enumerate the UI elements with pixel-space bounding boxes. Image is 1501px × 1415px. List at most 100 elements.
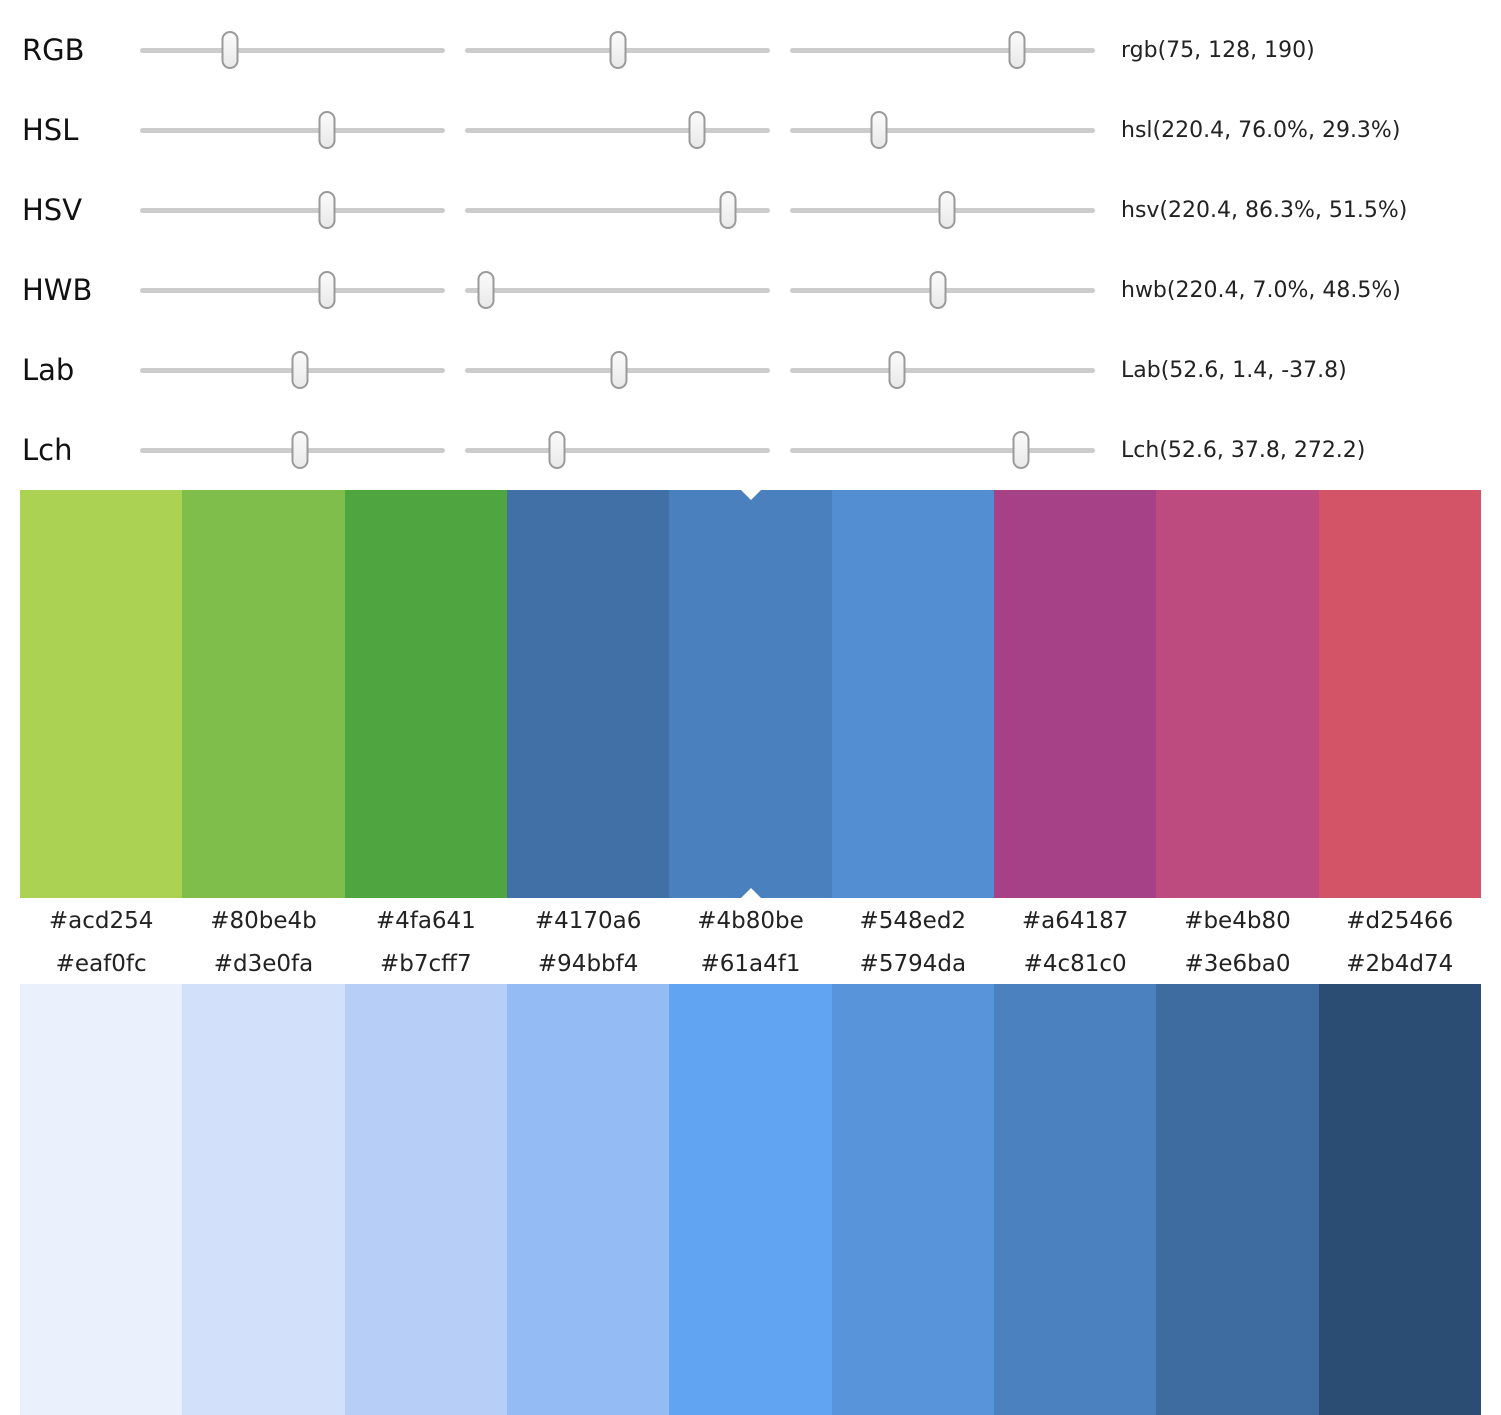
slider-thumb[interactable] bbox=[719, 191, 737, 229]
hex-label-4fa641: #4fa641 bbox=[375, 908, 476, 934]
slider-value: hsv(220.4, 86.3%, 51.5%) bbox=[1121, 197, 1408, 223]
slider-tracks bbox=[140, 111, 1095, 149]
hex-label-d25466: #d25466 bbox=[1346, 908, 1454, 934]
hex-label-4c81c0: #4c81c0 bbox=[1023, 951, 1127, 977]
swatch-be4b80[interactable] bbox=[1156, 490, 1319, 898]
slider-thumb[interactable] bbox=[610, 351, 628, 389]
hex-label-3e6ba0: #3e6ba0 bbox=[1184, 951, 1291, 977]
slider-track[interactable] bbox=[465, 31, 770, 69]
slider-tracks bbox=[140, 31, 1095, 69]
slider-row-label: HWB bbox=[22, 273, 93, 307]
swatch-b7cff7[interactable] bbox=[344, 984, 507, 1415]
hex-label-b7cff7: #b7cff7 bbox=[380, 951, 472, 977]
slider-value: Lab(52.6, 1.4, -37.8) bbox=[1121, 357, 1347, 383]
swatch-4c81c0[interactable] bbox=[993, 984, 1157, 1415]
slider-thumb[interactable] bbox=[929, 271, 947, 309]
slider-track[interactable] bbox=[465, 431, 770, 469]
slider-row-label: HSL bbox=[22, 113, 79, 147]
slider-track[interactable] bbox=[140, 111, 445, 149]
hue-palette-strip bbox=[20, 490, 1481, 898]
slider-track[interactable] bbox=[790, 111, 1095, 149]
slider-thumb[interactable] bbox=[548, 431, 565, 469]
swatch-acd254[interactable] bbox=[20, 490, 183, 898]
hex-label-4170a6: #4170a6 bbox=[534, 908, 642, 934]
hue-hex-labels: #acd254 #80be4b #4fa641 #4170a6 #4b80be #548e… bbox=[20, 898, 1481, 944]
slider-track[interactable] bbox=[790, 271, 1095, 309]
slider-track[interactable] bbox=[140, 351, 445, 389]
slider-track[interactable] bbox=[140, 271, 445, 309]
slider-track[interactable] bbox=[140, 31, 445, 69]
swatch-4170a6[interactable] bbox=[506, 490, 670, 898]
slider-tracks bbox=[140, 431, 1095, 469]
hex-label-eaf0fc: #eaf0fc bbox=[55, 951, 147, 977]
hex-label-be4b80: #be4b80 bbox=[1184, 908, 1291, 934]
slider-row-label: Lch bbox=[22, 433, 73, 467]
slider-thumb[interactable] bbox=[291, 351, 309, 389]
slider-row-label: RGB bbox=[22, 33, 85, 67]
swatch-4fa641[interactable] bbox=[344, 490, 507, 898]
slider-thumb[interactable] bbox=[318, 111, 336, 149]
slider-tracks bbox=[140, 191, 1095, 229]
swatch-548ed2[interactable] bbox=[831, 490, 994, 898]
slider-thumb[interactable] bbox=[870, 111, 888, 149]
slider-track[interactable] bbox=[790, 351, 1095, 389]
swatch-80be4b[interactable] bbox=[182, 490, 345, 898]
slider-value: hwb(220.4, 7.0%, 48.5%) bbox=[1121, 277, 1401, 303]
swatch-d25466[interactable] bbox=[1318, 490, 1481, 898]
slider-track[interactable] bbox=[465, 111, 770, 149]
hex-label-d3e0fa: #d3e0fa bbox=[213, 951, 314, 977]
hex-label-80be4b: #80be4b bbox=[210, 908, 317, 934]
slider-row-hwb: HWB hwb(220.4, 7.0%, 48.5%) bbox=[0, 250, 1501, 330]
swatch-eaf0fc[interactable] bbox=[20, 984, 183, 1415]
slider-track[interactable] bbox=[140, 191, 445, 229]
slider-track[interactable] bbox=[790, 431, 1095, 469]
slider-thumb[interactable] bbox=[221, 31, 239, 69]
swatch-61a4f1[interactable] bbox=[669, 984, 832, 1415]
hex-label-4b80be: #4b80be bbox=[697, 908, 804, 934]
slider-thumb[interactable] bbox=[938, 191, 956, 229]
hex-label-94bbf4: #94bbf4 bbox=[537, 951, 639, 977]
slider-row-label: HSV bbox=[22, 193, 83, 227]
slider-track[interactable] bbox=[140, 431, 445, 469]
slider-row-lch: Lch Lch(52.6, 37.8, 272.2) bbox=[0, 410, 1501, 490]
slider-tracks bbox=[140, 271, 1095, 309]
slider-row-rgb: RGB rgb(75, 128, 190) bbox=[0, 10, 1501, 90]
hex-label-2b4d74: #2b4d74 bbox=[1346, 951, 1454, 977]
slider-thumb[interactable] bbox=[318, 191, 336, 229]
slider-value: Lch(52.6, 37.8, 272.2) bbox=[1121, 437, 1366, 463]
hex-label-61a4f1: #61a4f1 bbox=[700, 951, 801, 977]
slider-thumb[interactable] bbox=[1012, 431, 1030, 469]
swatch-a64187[interactable] bbox=[993, 490, 1157, 898]
hex-label-5794da: #5794da bbox=[859, 951, 967, 977]
slider-row-hsv: HSV hsv(220.4, 86.3%, 51.5%) bbox=[0, 170, 1501, 250]
slider-row-label: Lab bbox=[22, 353, 75, 387]
slider-section: RGB rgb(75, 128, 190) HSL hsl(220.4, 76.… bbox=[0, 0, 1501, 490]
slider-thumb[interactable] bbox=[888, 351, 906, 389]
swatch-94bbf4[interactable] bbox=[506, 984, 670, 1415]
slider-row-lab: Lab Lab(52.6, 1.4, -37.8) bbox=[0, 330, 1501, 410]
slider-track[interactable] bbox=[465, 191, 770, 229]
swatch-3e6ba0[interactable] bbox=[1156, 984, 1319, 1415]
slider-thumb[interactable] bbox=[1008, 31, 1026, 69]
slider-value: rgb(75, 128, 190) bbox=[1121, 37, 1315, 63]
swatch-5794da[interactable] bbox=[831, 984, 994, 1415]
slider-thumb[interactable] bbox=[688, 111, 706, 149]
swatch-2b4d74[interactable] bbox=[1318, 984, 1481, 1415]
slider-thumb[interactable] bbox=[291, 431, 309, 469]
slider-track[interactable] bbox=[465, 271, 770, 309]
slider-thumb[interactable] bbox=[609, 31, 627, 69]
hex-label-a64187: #a64187 bbox=[1021, 908, 1129, 934]
slider-row-hsl: HSL hsl(220.4, 76.0%, 29.3%) bbox=[0, 90, 1501, 170]
slider-tracks bbox=[140, 351, 1095, 389]
hex-label-acd254: #acd254 bbox=[48, 908, 154, 934]
slider-track[interactable] bbox=[790, 31, 1095, 69]
slider-track[interactable] bbox=[465, 351, 770, 389]
hex-label-548ed2: #548ed2 bbox=[859, 908, 967, 934]
swatch-4b80be[interactable] bbox=[669, 490, 832, 898]
slider-thumb[interactable] bbox=[318, 271, 336, 309]
swatch-d3e0fa[interactable] bbox=[182, 984, 345, 1415]
slider-thumb[interactable] bbox=[477, 271, 495, 309]
tint-shade-palette-strip bbox=[20, 984, 1481, 1415]
slider-track[interactable] bbox=[790, 191, 1095, 229]
